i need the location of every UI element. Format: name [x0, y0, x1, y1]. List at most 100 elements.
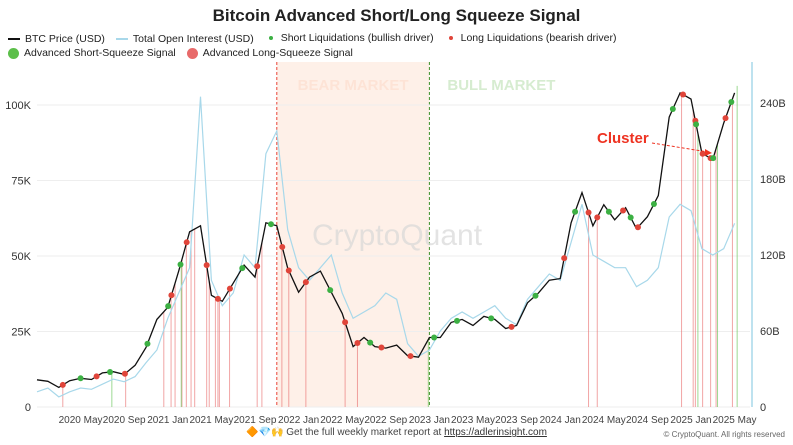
- left-axis-tick-label: 75K: [11, 176, 31, 188]
- x-axis-tick-label: 2024 May: [582, 415, 626, 426]
- x-axis-tick-label: 2023 Jan: [409, 415, 450, 426]
- long-liquidation-dot: [407, 353, 414, 360]
- x-axis-tick-label: 2022 May: [320, 415, 364, 426]
- x-axis-tick-label: 2024 Sep: [626, 415, 669, 426]
- long-liquidation-dot: [378, 344, 385, 351]
- left-axis-tick-label: 25K: [11, 327, 31, 339]
- long-liquidation-dot: [722, 115, 729, 122]
- short-liquidation-dot: [165, 303, 172, 310]
- legend-item[interactable]: Advanced Long-Squeeze Signal: [186, 46, 353, 60]
- long-liquidation-dot: [585, 209, 592, 216]
- long-liquidation-dot: [121, 370, 128, 377]
- x-axis-tick-label: 2022 Jan: [278, 415, 319, 426]
- x-axis-tick-label: 2020 May: [59, 415, 103, 426]
- copyright: © CryptoQuant. All rights reserved: [663, 430, 786, 439]
- short-liquidation-dot: [650, 201, 657, 208]
- legend-label: Total Open Interest (USD): [132, 33, 254, 45]
- line-swatch-icon: [8, 38, 20, 40]
- open-interest-line: [36, 96, 736, 398]
- right-axis-tick-label: 180B: [760, 174, 786, 186]
- x-axis-tick-label: 2025 Jan: [670, 415, 711, 426]
- x-axis-tick-label: 2023 May: [451, 415, 495, 426]
- right-axis-tick-label: 120B: [760, 250, 786, 262]
- right-axis-tick-label: 60B: [760, 326, 780, 338]
- legend-item[interactable]: BTC Price (USD): [8, 32, 105, 46]
- long-liquidation-dot: [203, 262, 210, 269]
- legend: BTC Price (USD) Total Open Interest (USD)…: [8, 30, 788, 63]
- chart-title: Bitcoin Advanced Short/Long Squeeze Sign…: [212, 6, 581, 25]
- short-liquidation-dot: [627, 214, 634, 221]
- x-axis-tick-label: 2020 Sep: [103, 415, 146, 426]
- watermark: CryptoQuant: [312, 219, 483, 252]
- short-liquidation-dot: [488, 315, 495, 322]
- long-liquidation-dot: [93, 373, 100, 380]
- long-liquidation-dot: [594, 214, 601, 221]
- long-liquidation-dot: [59, 381, 66, 388]
- dot-swatch-icon: [268, 36, 273, 40]
- cluster-annotation: Cluster: [597, 130, 649, 147]
- legend-item[interactable]: Advanced Short-Squeeze Signal: [8, 46, 176, 60]
- legend-label: Short Liquidations (bullish driver): [280, 32, 434, 44]
- long-liquidation-dot: [254, 263, 261, 270]
- long-liquidation-dot: [285, 267, 292, 274]
- short-liquidation-dot: [710, 155, 717, 162]
- legend-label: Advanced Long-Squeeze Signal: [202, 47, 353, 59]
- short-liquidation-dot: [454, 317, 461, 324]
- legend-label: BTC Price (USD): [25, 33, 105, 45]
- short-liquidation-dot: [107, 369, 114, 376]
- right-axis-tick-label: 240B: [760, 98, 786, 110]
- long-liquidation-dot: [699, 150, 706, 157]
- long-liquidation-dot: [168, 292, 175, 299]
- short-liquidation-dot: [177, 261, 184, 268]
- x-axis-tick-label: 2025 May: [713, 415, 757, 426]
- long-liquidation-dot: [508, 323, 515, 330]
- left-axis-tick-label: 0: [25, 402, 31, 414]
- long-liquidation-dot: [214, 295, 221, 302]
- long-liquidation-dot: [183, 239, 190, 246]
- long-liquidation-dot: [279, 243, 286, 250]
- arrowhead-icon: [705, 149, 712, 156]
- left-axis-tick-label: 100K: [5, 100, 31, 112]
- legend-item[interactable]: Total Open Interest (USD): [115, 32, 254, 46]
- short-liquidation-dot: [367, 339, 374, 346]
- short-liquidation-dot: [431, 334, 438, 341]
- long-liquidation-dot: [226, 285, 233, 292]
- long-liquidation-dot: [354, 339, 361, 346]
- left-axis-tick-label: 50K: [11, 251, 31, 263]
- long-liquidation-dot: [620, 207, 627, 214]
- legend-item[interactable]: Short Liquidations (bullish driver): [265, 31, 434, 45]
- dot-swatch-icon: [186, 47, 198, 59]
- region-label: BULL MARKET: [447, 77, 555, 94]
- short-liquidation-dot: [144, 340, 151, 347]
- btc-price-line: [36, 91, 736, 389]
- x-axis-tick-label: 2021 Sep: [234, 415, 277, 426]
- dot-swatch-icon: [8, 47, 19, 59]
- short-liquidation-dot: [693, 121, 700, 128]
- footer: 🔶💎🙌 Get the full weekly market report at…: [0, 427, 793, 438]
- dot-swatch-icon: [448, 36, 453, 40]
- x-axis-tick-label: 2021 May: [189, 415, 233, 426]
- legend-label: Advanced Short-Squeeze Signal: [24, 47, 176, 59]
- footer-text: Get the full weekly market report at: [286, 427, 445, 438]
- x-axis-tick-label: 2022 Sep: [364, 415, 407, 426]
- long-liquidation-dot: [561, 255, 568, 262]
- bear-market-region: [276, 62, 430, 407]
- report-link[interactable]: https://adlerinsight.com: [444, 427, 547, 438]
- long-liquidation-dot: [342, 319, 349, 326]
- long-liquidation-dot: [634, 224, 641, 231]
- long-liquidation-dot: [302, 279, 309, 286]
- short-liquidation-dot: [77, 375, 84, 382]
- legend-item[interactable]: Long Liquidations (bearish driver): [445, 31, 616, 45]
- short-liquidation-dot: [239, 265, 246, 272]
- short-liquidation-dot: [572, 208, 579, 215]
- short-liquidation-dot: [669, 106, 676, 113]
- footer-emoji: 🔶💎🙌: [246, 427, 284, 438]
- right-axis-tick-label: 0: [760, 402, 766, 414]
- line-swatch-icon: [115, 38, 128, 40]
- region-label: BEAR MARKET: [298, 77, 409, 94]
- short-liquidation-dot: [532, 292, 539, 299]
- short-liquidation-dot: [327, 287, 334, 294]
- x-axis-tick-label: 2023 Sep: [495, 415, 538, 426]
- short-liquidation-dot: [605, 208, 612, 215]
